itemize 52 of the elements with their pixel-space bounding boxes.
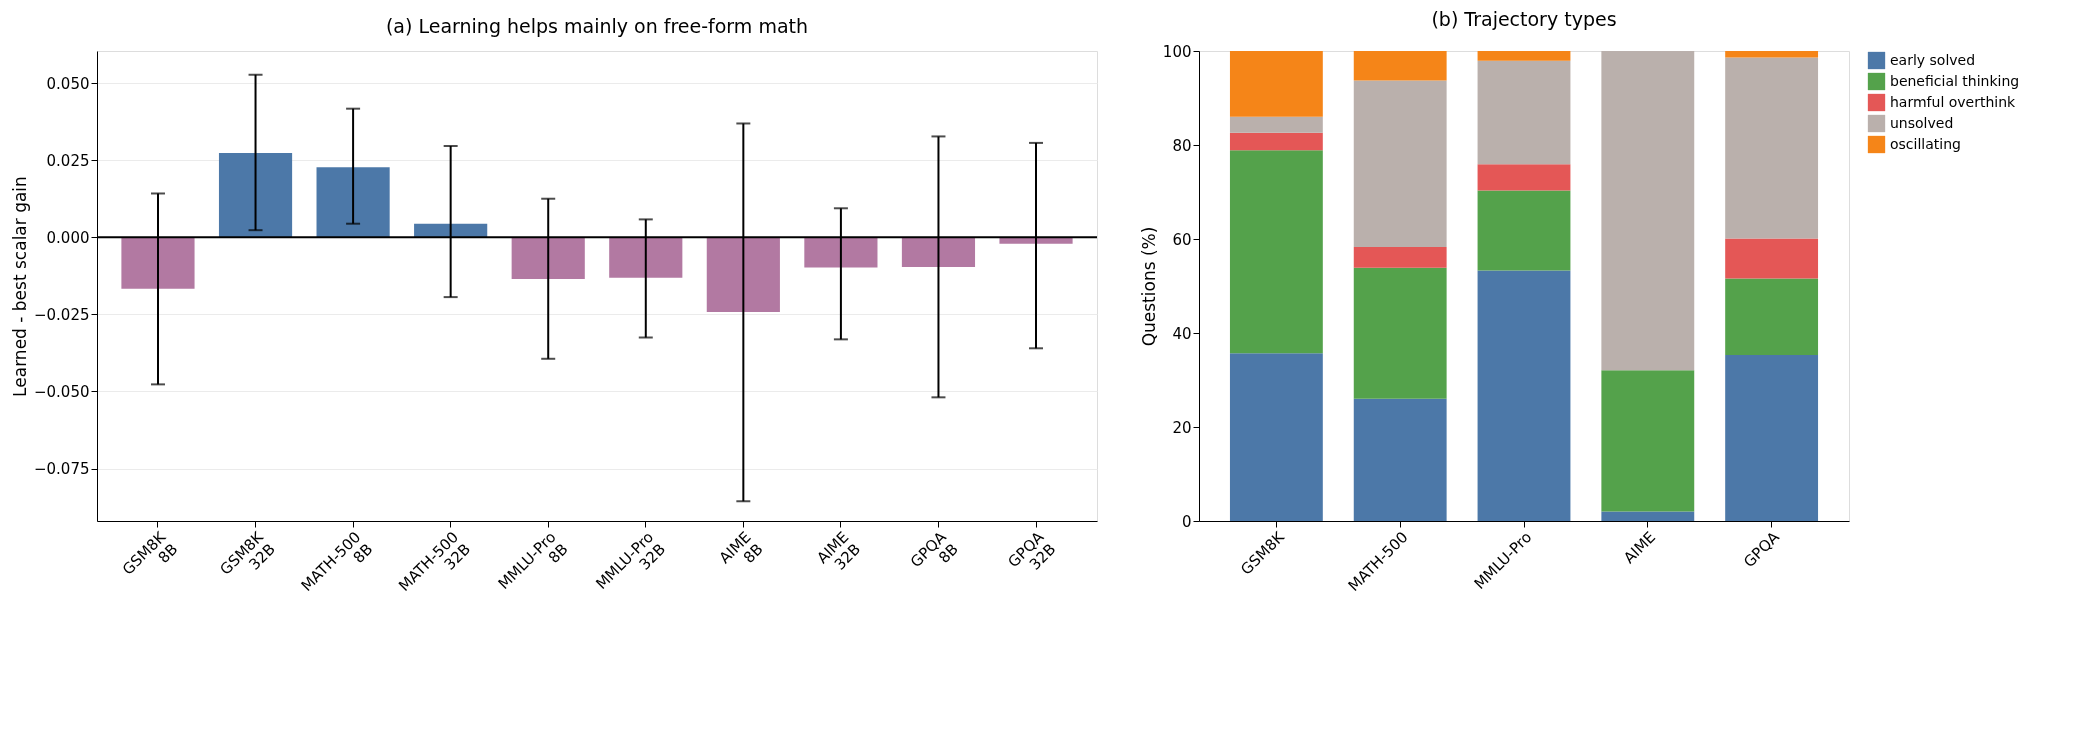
y-axis-title: Learned - best scalar gain [9,176,30,397]
bar [1353,398,1447,521]
y-tick-label: −0.050 [33,382,90,401]
y-tick-label: −0.025 [33,305,90,324]
bar [1229,353,1323,521]
bar [316,167,390,238]
bar [1601,511,1695,521]
bar [1477,60,1571,165]
bar [1477,164,1571,191]
bar [511,237,585,279]
bar [1353,80,1447,247]
bar [1229,51,1323,117]
legend-label: beneficial thinking [1890,72,2020,89]
y-tick-label: 80 [1172,136,1192,155]
bar [1725,278,1819,356]
y-tick-label: 0.025 [46,151,90,170]
bar [804,237,878,268]
bar [1601,51,1695,371]
y-tick-label: 40 [1172,324,1192,343]
legend-label: harmful overthink [1890,93,2017,110]
y-tick-label: 0.000 [46,228,90,247]
bar [901,237,976,267]
y-tick-label: 100 [1162,42,1192,61]
legend-label: oscillating [1890,135,1961,152]
bar [1725,355,1819,521]
bar [1725,57,1819,239]
bar [1353,267,1447,399]
bar [1353,51,1447,81]
bar [609,237,683,278]
bar [1229,132,1323,151]
bar [1229,150,1323,354]
chart-title: (b) Trajectory types [1431,8,1617,30]
bar [1477,190,1571,271]
bar [218,153,293,238]
bar [706,237,780,312]
bar [1477,51,1571,61]
legend-label: unsolved [1890,114,1954,131]
y-tick-label: 60 [1172,230,1192,249]
legend-label: early solved [1890,51,1976,68]
y-tick-label: 0.050 [46,74,90,93]
bar [1229,116,1323,133]
bar [1601,370,1695,512]
bar [1725,238,1819,279]
y-tick-label: −0.075 [33,460,90,479]
y-tick-label: 20 [1172,418,1192,437]
bar [1477,270,1571,521]
bar [1353,246,1447,268]
y-tick-label: 0 [1181,512,1192,531]
y-axis-title: Questions (%) [1138,226,1159,347]
bar [121,237,195,289]
bar [1725,51,1819,58]
chart-title: (a) Learning helps mainly on free-form math [385,15,809,37]
